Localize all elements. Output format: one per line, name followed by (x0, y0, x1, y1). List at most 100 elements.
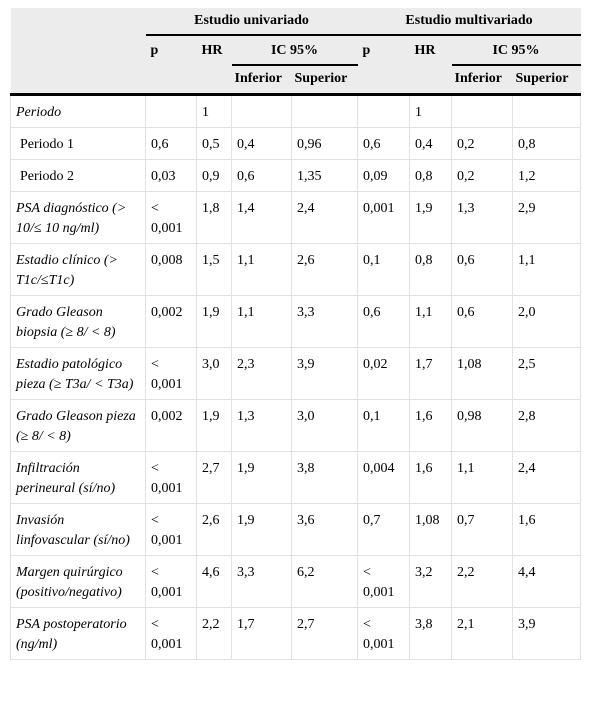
row-label: Estadio clínico (> T1c/≤T1c) (10, 243, 146, 296)
row-label: Grado Gleason pieza (≥ 8/ < 8) (10, 399, 146, 452)
cell: 0,8 (409, 243, 453, 296)
cell: 3,6 (290, 503, 359, 556)
row-label: Invasión linfovascular (sí/no) (10, 503, 146, 556)
cell: 1,08 (451, 347, 514, 400)
cell: 4,6 (196, 555, 232, 608)
cell: 1,9 (196, 399, 232, 452)
cell: 3,9 (290, 347, 359, 400)
cell: 3,2 (409, 555, 453, 608)
table-row: Estadio patológico pieza (≥ T3a/ < T3a) <… (10, 347, 582, 400)
cell: 2,7 (290, 607, 359, 660)
table-row: Grado Gleason biopsia (≥ 8/ < 8) 0,002 1,9… (10, 295, 582, 348)
cell: 1,35 (290, 159, 359, 192)
cell: < 0,001 (145, 555, 197, 608)
cell: 1,9 (409, 191, 453, 244)
cell (357, 94, 411, 128)
cell: 1,8 (196, 191, 232, 244)
cell: 2,6 (290, 243, 359, 296)
cell: < 0,001 (145, 191, 197, 244)
table-row: Estadio clínico (> T1c/≤T1c) 0,008 1,5 1,1 2… (10, 243, 582, 296)
cell: 1,9 (231, 451, 292, 504)
cell: 6,2 (290, 555, 359, 608)
cell: 0,09 (357, 159, 411, 192)
cell: 0,5 (196, 127, 232, 160)
table-header: Estudio univariado Estudio multivariado … (10, 8, 581, 96)
cell: 0,6 (231, 159, 292, 192)
blank (357, 65, 410, 96)
cell: 2,3 (231, 347, 292, 400)
cell: < 0,001 (145, 347, 197, 400)
cell: < 0,001 (145, 607, 197, 660)
cell: 0,1 (357, 399, 411, 452)
cell: 2,6 (196, 503, 232, 556)
cell: 1,7 (409, 347, 453, 400)
cell: < 0,001 (145, 503, 197, 556)
table-row: PSA postoperatorio (ng/ml) < 0,001 2,2 1,7 2… (10, 607, 582, 660)
cell: 3,0 (196, 347, 232, 400)
cell: 0,6 (357, 295, 411, 348)
row-label: PSA postoperatorio (ng/ml) (10, 607, 146, 660)
cell (290, 94, 359, 128)
cell: < 0,001 (357, 607, 411, 660)
cell: 0,98 (451, 399, 514, 452)
table-body: Periodo 1 1 Periodo 1 0,6 0,5 0,4 0,96 0,6 0,4 0,2… (10, 94, 582, 660)
cell: 1,1 (231, 243, 292, 296)
column-header: Inferior (451, 65, 513, 96)
cell: 3,8 (409, 607, 453, 660)
cell: < 0,001 (357, 555, 411, 608)
cell (512, 94, 582, 128)
cell: 2,4 (512, 451, 582, 504)
cell: 1,1 (512, 243, 582, 296)
cell: 1,6 (409, 451, 453, 504)
cell: 1,9 (231, 503, 292, 556)
cell: 0,7 (451, 503, 514, 556)
column-header: Inferior (231, 65, 292, 96)
group-header: Estudio univariado (145, 8, 358, 36)
column-header: p (357, 35, 410, 65)
cell: 1,6 (409, 399, 453, 452)
cell (145, 94, 197, 128)
row-label: Periodo 1 (10, 127, 146, 160)
cell: 1,4 (231, 191, 292, 244)
cell: 2,9 (512, 191, 582, 244)
cell: 0,4 (409, 127, 453, 160)
cell: 3,8 (290, 451, 359, 504)
cell: 0,008 (145, 243, 197, 296)
column-header: Superior (291, 65, 358, 96)
cell: 0,6 (145, 127, 197, 160)
cell: 1,7 (231, 607, 292, 660)
cell: 1,9 (196, 295, 232, 348)
corner (10, 35, 146, 65)
cell: 0,2 (451, 127, 514, 160)
cell: 2,2 (451, 555, 514, 608)
cell: 0,002 (145, 295, 197, 348)
cell: 1,3 (231, 399, 292, 452)
cell: 2,0 (512, 295, 582, 348)
cell: 4,4 (512, 555, 582, 608)
column-header: Superior (512, 65, 581, 96)
cell: 0,004 (357, 451, 411, 504)
column-header: IC 95% (231, 35, 358, 66)
cell: 0,002 (145, 399, 197, 452)
cell: 3,3 (231, 555, 292, 608)
table-row: Invasión linfovascular (sí/no) < 0,001 2,6… (10, 503, 582, 556)
cell: 0,96 (290, 127, 359, 160)
cell: 0,8 (512, 127, 582, 160)
row-label: Periodo 2 (10, 159, 146, 192)
column-header: HR (409, 35, 452, 65)
cell (231, 94, 292, 128)
corner (10, 65, 146, 96)
row-label: Estadio patológico pieza (≥ T3a/ < T3a) (10, 347, 146, 400)
cell: 0,001 (357, 191, 411, 244)
cell: 0,8 (409, 159, 453, 192)
row-label: Periodo (10, 94, 146, 128)
table-row: Periodo 1 1 (10, 94, 582, 128)
cell: 2,5 (512, 347, 582, 400)
table-row: Margen quirúrgico (positivo/negativo) < 0… (10, 555, 582, 608)
column-header: p (145, 35, 197, 65)
cell: 0,03 (145, 159, 197, 192)
cell: 1,3 (451, 191, 514, 244)
cell: 0,6 (451, 295, 514, 348)
table-row: Periodo 1 0,6 0,5 0,4 0,96 0,6 0,4 0,2 0,8 (10, 127, 582, 160)
cell: 2,1 (451, 607, 514, 660)
